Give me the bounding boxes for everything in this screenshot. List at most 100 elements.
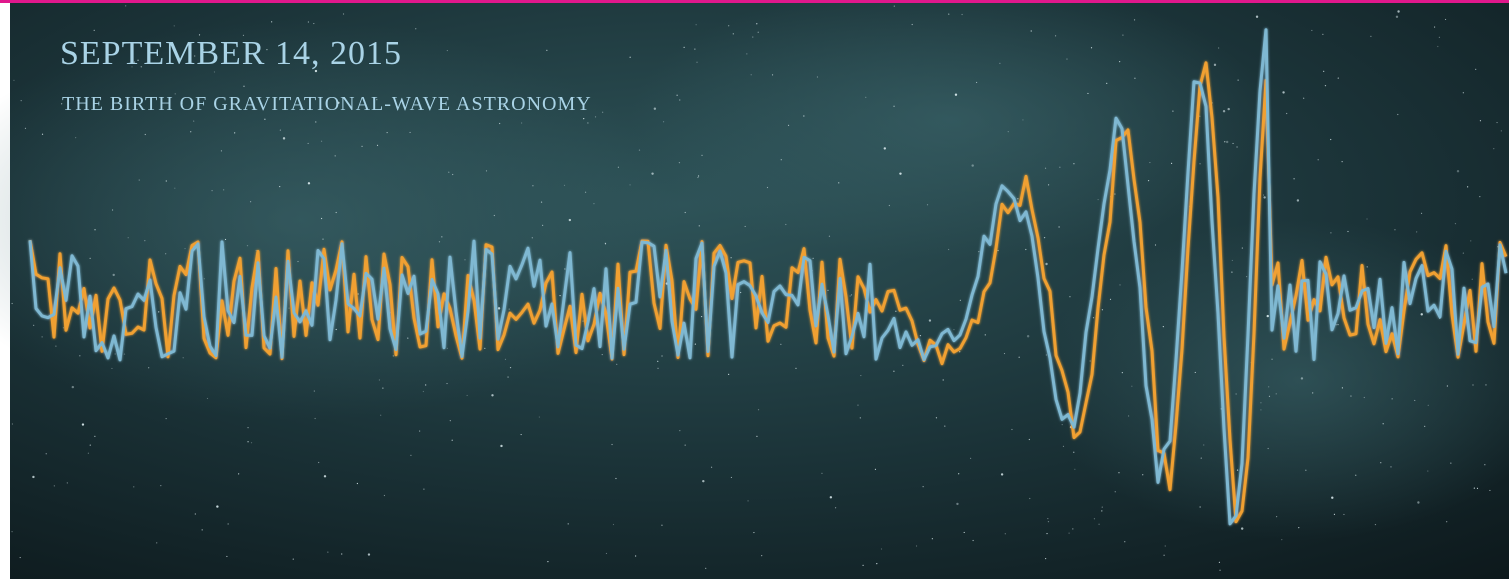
star [446, 49, 448, 52]
star [160, 485, 162, 487]
star [11, 531, 13, 533]
star [410, 454, 412, 456]
waveforms [28, 28, 1508, 526]
star [264, 118, 266, 120]
star [1276, 516, 1278, 518]
star [956, 502, 959, 506]
star [61, 103, 63, 105]
star [133, 61, 136, 63]
star [829, 496, 833, 499]
star [1093, 518, 1096, 520]
star [1089, 360, 1091, 362]
star [282, 137, 286, 140]
star [279, 185, 281, 188]
star [683, 46, 685, 48]
star [705, 567, 707, 570]
star [148, 367, 150, 369]
star [615, 477, 617, 480]
star [860, 374, 862, 377]
star [409, 131, 411, 134]
star [198, 34, 201, 36]
star [314, 417, 316, 420]
star [1433, 26, 1436, 28]
star [234, 132, 236, 134]
star [1133, 19, 1136, 21]
star [997, 249, 999, 252]
star [190, 131, 192, 133]
star [382, 387, 384, 389]
star [1154, 244, 1157, 246]
star [1213, 63, 1217, 67]
star [1058, 226, 1060, 228]
star [1303, 97, 1305, 99]
star [1007, 131, 1009, 133]
star [684, 444, 686, 446]
star [629, 184, 631, 186]
star [611, 443, 613, 446]
star [71, 385, 75, 389]
star [446, 347, 448, 349]
star [504, 358, 507, 360]
star [1245, 276, 1248, 278]
star [1496, 121, 1498, 124]
star [710, 466, 713, 468]
star [1293, 178, 1295, 180]
subtitle: THE BIRTH OF GRAVITATIONAL-WAVE ASTRONOM… [62, 93, 592, 115]
star [635, 555, 637, 557]
star [1390, 466, 1392, 468]
star [1142, 474, 1144, 476]
star [1493, 148, 1495, 150]
star [915, 545, 918, 547]
star [1355, 474, 1357, 476]
star [1444, 18, 1447, 21]
star [1119, 284, 1121, 286]
star [448, 171, 450, 173]
star [499, 122, 501, 125]
star [865, 96, 867, 98]
star [156, 542, 158, 544]
star [55, 345, 57, 347]
star [1000, 473, 1004, 476]
star [1438, 36, 1441, 38]
star [1097, 198, 1099, 201]
star [24, 127, 27, 130]
star [422, 390, 424, 393]
star [1061, 424, 1063, 426]
star [899, 172, 902, 175]
star [423, 488, 425, 490]
star [451, 439, 453, 441]
star [1366, 266, 1368, 268]
star [700, 315, 703, 318]
star [165, 417, 167, 420]
star [780, 159, 782, 161]
star [32, 475, 35, 479]
star [1268, 386, 1270, 388]
star [876, 563, 878, 565]
star [1341, 161, 1343, 163]
star [1395, 15, 1399, 18]
star [94, 229, 96, 231]
star [953, 328, 955, 331]
star [563, 184, 566, 186]
star [602, 111, 604, 113]
star [1366, 218, 1368, 220]
star [1416, 231, 1418, 233]
star [895, 310, 897, 312]
star [697, 175, 700, 177]
star [1420, 313, 1423, 316]
star [857, 404, 859, 406]
star [902, 364, 904, 366]
star [1003, 352, 1006, 355]
star [33, 324, 35, 326]
star [1045, 354, 1047, 356]
star [125, 5, 127, 7]
star [963, 531, 965, 534]
star [766, 186, 769, 189]
star [194, 55, 196, 57]
star [1475, 68, 1477, 71]
star [334, 155, 336, 157]
star [1473, 487, 1475, 489]
star [194, 513, 196, 515]
star [1255, 15, 1259, 18]
